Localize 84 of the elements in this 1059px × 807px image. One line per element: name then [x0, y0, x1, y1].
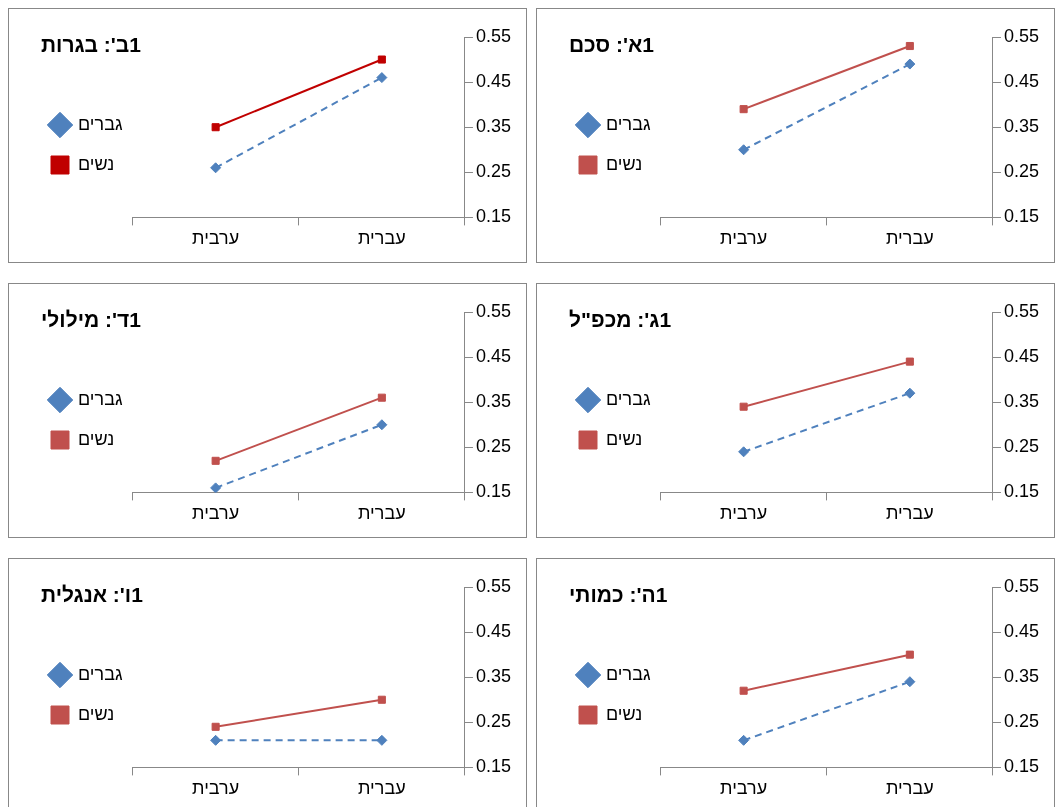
y-tick-label: 0.15	[475, 756, 512, 777]
chart-title: 1א': סכם	[569, 33, 655, 57]
point	[738, 446, 750, 458]
y-tick-label: 0.25	[1003, 161, 1040, 182]
point	[210, 734, 222, 746]
chart-title: 1ד': מילולי	[41, 308, 142, 332]
point	[376, 419, 388, 431]
y-tick-label: 0.25	[475, 436, 512, 457]
y-tick-label: 0.25	[1003, 436, 1040, 457]
point	[376, 72, 388, 84]
chart-title: 1ב': בגרות	[41, 33, 141, 57]
point	[210, 482, 222, 493]
x-tick-label: עברית	[358, 228, 406, 249]
y-tick-label: 0.35	[1003, 116, 1040, 137]
y-tick-label: 0.15	[1003, 206, 1040, 227]
y-tick-label: 0.55	[1003, 25, 1040, 46]
x-tick-label: ערבית	[192, 778, 240, 799]
y-tick-label: 0.35	[475, 391, 512, 412]
y-tick-label: 0.15	[475, 481, 512, 502]
legend-label: גברים	[606, 388, 651, 409]
y-tick-label: 0.45	[1003, 621, 1040, 642]
x-tick-label: ערבית	[720, 228, 768, 249]
point	[739, 402, 748, 411]
point	[738, 734, 750, 746]
y-tick-label: 0.15	[1003, 481, 1040, 502]
y-tick-label: 0.45	[475, 621, 512, 642]
point	[905, 357, 914, 366]
legend-label: נשים	[606, 153, 643, 174]
y-tick-label: 0.25	[475, 711, 512, 732]
x-tick-label: עברית	[886, 778, 934, 799]
point	[210, 162, 222, 174]
y-tick-label: 0.45	[475, 71, 512, 92]
point	[377, 695, 386, 704]
x-tick-label: ערבית	[192, 503, 240, 524]
legend-label: נשים	[78, 153, 115, 174]
point	[904, 676, 916, 688]
y-tick-label: 0.35	[475, 116, 512, 137]
x-tick-label: ערבית	[720, 778, 768, 799]
legend-label: גברים	[78, 113, 123, 134]
point	[739, 686, 748, 695]
point	[211, 722, 220, 731]
y-tick-label: 0.35	[1003, 391, 1040, 412]
point	[211, 123, 220, 132]
y-tick-label: 0.35	[475, 666, 512, 687]
y-tick-label: 0.55	[475, 575, 512, 596]
y-tick-label: 0.25	[475, 161, 512, 182]
point	[904, 58, 916, 70]
legend-label: גברים	[78, 388, 123, 409]
legend-label: נשים	[606, 428, 643, 449]
chart-title: 1ג': מכפ"ל	[569, 308, 672, 332]
chart-title: 1ו': אנגלית	[41, 583, 143, 607]
point	[905, 650, 914, 659]
point	[904, 387, 916, 399]
legend-label: גברים	[78, 663, 123, 684]
legend-label: נשים	[78, 428, 115, 449]
legend-label: גברים	[606, 113, 651, 134]
point	[739, 105, 748, 114]
y-tick-label: 0.55	[475, 25, 512, 46]
y-tick-label: 0.45	[475, 346, 512, 367]
point	[376, 734, 388, 746]
x-tick-label: עברית	[886, 503, 934, 524]
point	[211, 456, 220, 465]
chart-title: 1ה': כמותי	[569, 583, 668, 607]
y-tick-label: 0.55	[1003, 575, 1040, 596]
x-tick-label: ערבית	[720, 503, 768, 524]
y-tick-label: 0.25	[1003, 711, 1040, 732]
legend-label: גברים	[606, 663, 651, 684]
y-tick-label: 0.55	[475, 300, 512, 321]
point	[905, 41, 914, 51]
point	[377, 393, 386, 402]
point	[377, 55, 386, 64]
x-tick-label: עברית	[358, 778, 406, 799]
y-tick-label: 0.45	[1003, 71, 1040, 92]
x-tick-label: עברית	[358, 503, 406, 524]
y-tick-label: 0.55	[1003, 300, 1040, 321]
y-tick-label: 0.35	[1003, 666, 1040, 687]
y-tick-label: 0.15	[1003, 756, 1040, 777]
point	[738, 144, 750, 156]
y-tick-label: 0.15	[475, 206, 512, 227]
legend-label: נשים	[78, 703, 115, 724]
x-tick-label: ערבית	[192, 228, 240, 249]
legend-label: נשים	[606, 703, 643, 724]
y-tick-label: 0.45	[1003, 346, 1040, 367]
x-tick-label: עברית	[886, 228, 934, 249]
